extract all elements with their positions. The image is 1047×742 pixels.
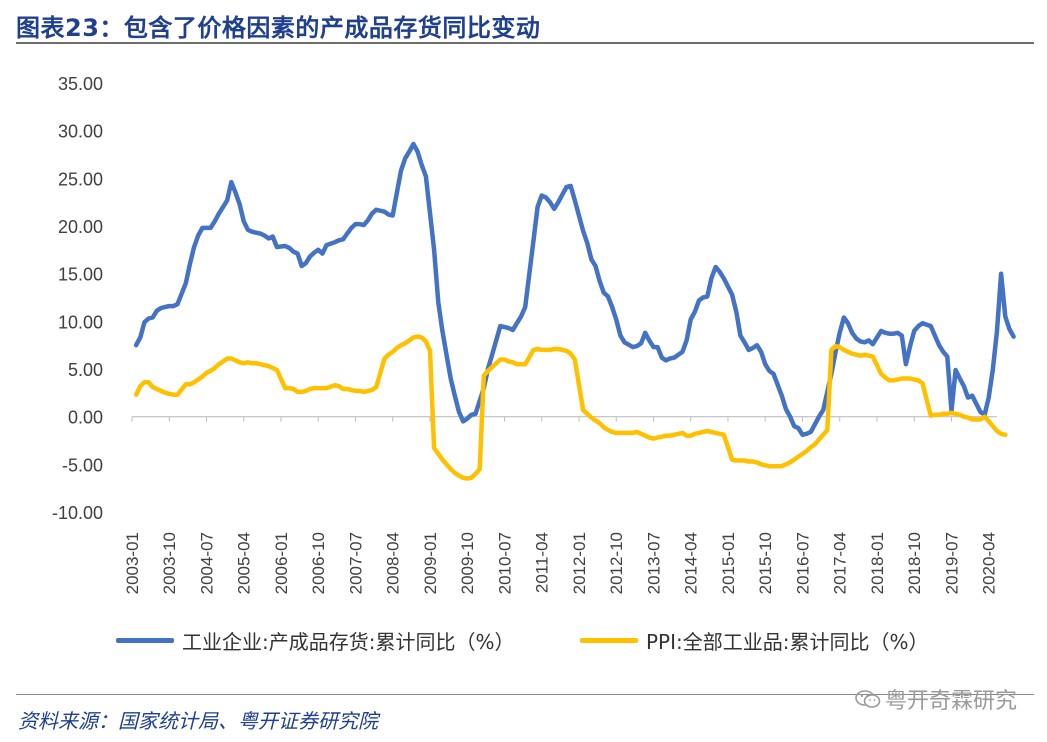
legend-item-inventory: 工业企业:产成品存货:累计同比（%） (116, 626, 514, 655)
y-axis: 35.00 30.00 25.00 20.00 15.00 10.00 5.00 0.00 -5… (52, 74, 103, 523)
y-tick-label: 30.00 (58, 122, 103, 142)
y-tick-label: -10.00 (52, 503, 103, 523)
x-tick-label: 2015-01 (719, 532, 738, 594)
y-tick-label: 20.00 (58, 217, 103, 237)
line-chart: 35.00 30.00 25.00 20.00 15.00 10.00 5.00 0.00 -5… (52, 74, 1016, 594)
y-tick-label: -5.00 (62, 455, 103, 475)
y-tick-label: 5.00 (68, 360, 103, 380)
x-tick-label: 2019-07 (942, 532, 961, 594)
title-divider (16, 42, 1034, 44)
legend-swatch-ppi (580, 638, 638, 643)
x-tick-label: 2016-07 (793, 532, 812, 594)
x-tick-label: 2009-01 (421, 532, 440, 594)
x-tick-label: 2003-10 (160, 532, 179, 594)
x-tick-label: 2013-07 (644, 532, 663, 594)
series-layer (133, 141, 1016, 481)
x-tick-label: 2007-07 (346, 532, 365, 594)
x-tick-label: 2003-01 (123, 532, 142, 594)
source-note: 资料来源：国家统计局、粤开证券研究院 (18, 709, 378, 733)
y-tick-label: 10.00 (58, 312, 103, 332)
y-tick-label: 15.00 (58, 265, 103, 285)
legend: 工业企业:产成品存货:累计同比（%） PPI:全部工业品:累计同比（%） (0, 626, 1047, 656)
watermark-text: 粤开奇霖研究 (884, 689, 1017, 714)
x-tick-label: 2020-04 (980, 532, 999, 594)
x-tick-label: 2011-04 (533, 532, 552, 593)
x-tick-label: 2005-04 (235, 532, 254, 594)
legend-item-ppi: PPI:全部工业品:累计同比（%） (580, 626, 929, 655)
x-axis: 2003-01 2003-10 2004-07 2005-04 2006-01 2006-… (123, 416, 999, 594)
x-tick-label: 2009-10 (458, 532, 477, 594)
y-tick-label: 25.00 (58, 169, 103, 189)
x-tick-label: 2006-10 (309, 532, 328, 594)
x-tick-label: 2014-04 (682, 532, 701, 594)
x-tick-label: 2012-01 (570, 532, 589, 594)
wechat-icon (855, 690, 881, 708)
x-tick-label: 2018-10 (905, 532, 924, 594)
x-tick-label: 2012-10 (607, 532, 626, 594)
y-tick-label: 0.00 (68, 408, 103, 428)
legend-label-ppi: PPI:全部工业品:累计同比（%） (646, 630, 929, 654)
x-tick-label: 2015-10 (756, 532, 775, 594)
legend-swatch-inventory (116, 638, 174, 643)
series-line-inventory (133, 141, 1016, 438)
x-tick-label: 2010-07 (495, 532, 514, 594)
x-tick-label: 2008-04 (384, 532, 403, 594)
y-tick-label: 35.00 (58, 74, 103, 94)
x-tick-label: 2017-04 (831, 532, 850, 594)
x-tick-label: 2004-07 (197, 532, 216, 594)
x-tick-label: 2018-01 (868, 532, 887, 594)
series-line-ppi (133, 334, 1008, 481)
source-divider (16, 694, 1034, 695)
x-tick-label: 2006-01 (272, 532, 291, 594)
watermark: 粤开奇霖研究 (855, 683, 1017, 715)
legend-label-inventory: 工业企业:产成品存货:累计同比（%） (182, 630, 515, 654)
chart-title: 图表23：包含了价格因素的产成品存货同比变动 (16, 14, 541, 42)
